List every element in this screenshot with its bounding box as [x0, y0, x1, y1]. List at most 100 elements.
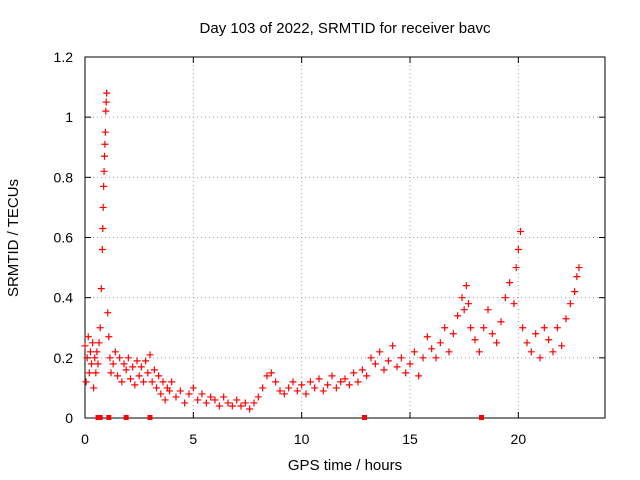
data-point — [172, 393, 180, 401]
x-axis-label: GPS time / hours — [288, 457, 402, 474]
data-point — [384, 357, 392, 365]
data-point — [467, 324, 475, 332]
data-point — [140, 378, 147, 386]
data-point — [102, 98, 110, 106]
data-point — [367, 354, 375, 362]
x-tick-label: 0 — [81, 431, 89, 447]
data-point — [488, 330, 496, 338]
data-point — [120, 360, 128, 368]
data-point — [566, 300, 574, 308]
data-point — [83, 354, 91, 362]
data-point — [88, 360, 95, 368]
data-point — [562, 315, 570, 323]
data-point — [220, 393, 228, 401]
data-point — [514, 246, 522, 254]
data-point — [324, 381, 332, 389]
data-point — [311, 384, 319, 392]
data-point — [493, 339, 501, 347]
data-point — [93, 348, 101, 356]
data-point — [354, 378, 362, 386]
y-tick-label: 1 — [65, 109, 73, 125]
data-point — [289, 378, 297, 386]
data-point — [419, 354, 427, 362]
data-point — [81, 342, 89, 350]
data-point — [101, 152, 108, 160]
data-point — [449, 330, 457, 338]
data-point — [497, 318, 505, 326]
data-point — [558, 342, 566, 350]
data-point — [475, 348, 483, 356]
baseline-marker — [106, 415, 112, 420]
data-point — [454, 312, 462, 320]
data-point — [363, 372, 371, 380]
baseline-marker — [97, 415, 103, 420]
data-point — [263, 372, 271, 380]
data-point — [272, 378, 280, 386]
data-point — [532, 330, 540, 338]
data-point — [155, 372, 163, 380]
data-point — [501, 294, 509, 302]
data-point — [293, 387, 301, 395]
data-point — [207, 393, 215, 401]
data-point — [124, 354, 132, 362]
data-point — [189, 384, 197, 392]
data-point — [406, 360, 414, 368]
y-tick-label: 0 — [65, 410, 73, 426]
data-point — [465, 300, 472, 308]
data-point — [122, 366, 130, 374]
data-point — [460, 306, 468, 314]
data-point — [150, 366, 158, 374]
y-axis-label: SRMTID / TECUs — [5, 179, 22, 297]
data-point — [315, 375, 323, 383]
y-tick-label: 0.6 — [54, 230, 74, 246]
data-point — [512, 264, 520, 272]
data-point — [280, 390, 288, 398]
data-point — [161, 396, 169, 404]
data-point — [328, 372, 336, 380]
data-point — [337, 378, 345, 386]
data-point — [99, 203, 107, 211]
data-point — [131, 381, 139, 389]
data-point — [176, 387, 184, 395]
grid — [85, 57, 605, 418]
data-series — [81, 89, 583, 413]
data-point — [506, 279, 514, 287]
data-point — [104, 309, 112, 317]
data-point — [545, 336, 553, 344]
data-point — [471, 336, 479, 344]
data-point — [462, 282, 470, 290]
data-point — [397, 354, 405, 362]
data-point — [86, 348, 94, 356]
data-point — [99, 224, 107, 232]
data-point — [92, 369, 100, 377]
data-point — [259, 384, 267, 392]
data-point — [371, 360, 379, 368]
x-tick-label: 20 — [511, 431, 527, 447]
data-point — [410, 348, 418, 356]
data-point — [215, 402, 223, 410]
data-point — [146, 351, 154, 359]
data-point — [553, 324, 561, 332]
data-point — [100, 167, 108, 175]
baseline-marker — [147, 415, 153, 420]
data-point — [510, 300, 518, 308]
data-point — [445, 348, 453, 356]
data-point — [95, 339, 103, 347]
data-point — [137, 363, 145, 371]
data-point — [105, 333, 113, 341]
data-point — [168, 378, 176, 386]
data-point — [111, 348, 119, 356]
data-point — [389, 342, 397, 350]
data-point — [101, 128, 109, 136]
y-tick-label: 0.8 — [54, 169, 74, 185]
y-tick-label: 1.2 — [54, 49, 74, 65]
data-point — [98, 246, 106, 254]
data-point — [432, 354, 440, 362]
data-point — [254, 393, 262, 401]
data-point — [376, 348, 384, 356]
data-point — [341, 375, 349, 383]
data-point — [127, 375, 134, 383]
baseline-marker — [362, 415, 367, 420]
data-point — [97, 285, 105, 293]
